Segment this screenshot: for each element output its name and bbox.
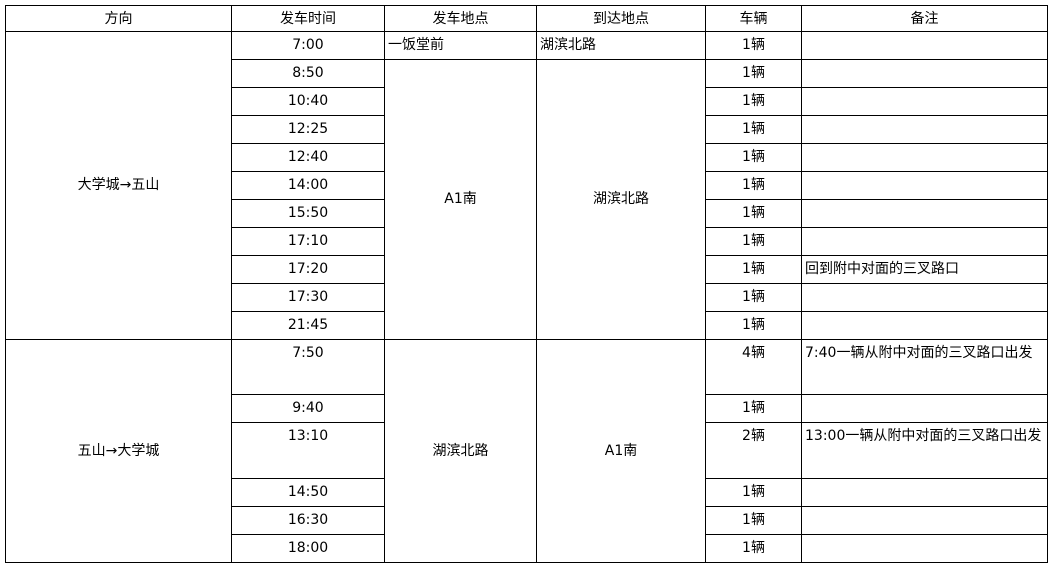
note-cell <box>801 227 1048 256</box>
vehicles-cell: 1辆 <box>705 87 802 116</box>
vehicles-cell: 1辆 <box>705 283 802 312</box>
departure-place-cell: 湖滨北路 <box>384 339 537 563</box>
table-row: 17:30 1辆 <box>6 283 1048 312</box>
departure-time-cell: 13:10 <box>231 422 385 479</box>
column-header: 发车时间 <box>231 5 385 32</box>
vehicles-cell: 1辆 <box>705 143 802 172</box>
vehicles-cell: 4辆 <box>705 339 802 395</box>
note-cell <box>801 115 1048 144</box>
vehicles-cell: 1辆 <box>705 171 802 200</box>
column-header: 发车地点 <box>384 5 537 32</box>
note-cell <box>801 87 1048 116</box>
vehicles-cell: 1辆 <box>705 506 802 535</box>
note-cell <box>801 59 1048 88</box>
vehicles-cell: 1辆 <box>705 255 802 284</box>
departure-time-cell: 14:50 <box>231 478 385 507</box>
column-header: 到达地点 <box>536 5 706 32</box>
departure-time-cell: 12:40 <box>231 143 385 172</box>
departure-time-cell: 7:50 <box>231 339 385 395</box>
departure-time-cell: 7:00 <box>231 31 385 60</box>
note-cell <box>801 143 1048 172</box>
departure-place-cell: 一饭堂前 <box>384 31 537 60</box>
table-row: 18:00 1辆 <box>6 534 1048 563</box>
note-cell <box>801 283 1048 312</box>
vehicles-cell: 1辆 <box>705 534 802 563</box>
departure-time-cell: 12:25 <box>231 115 385 144</box>
arrival-place-cell: 湖滨北路 <box>536 31 706 60</box>
departure-time-cell: 18:00 <box>231 534 385 563</box>
vehicles-cell: 1辆 <box>705 478 802 507</box>
departure-time-cell: 21:45 <box>231 311 385 340</box>
note-cell <box>801 394 1048 423</box>
departure-time-cell: 16:30 <box>231 506 385 535</box>
table-row: 15:50 1辆 <box>6 199 1048 228</box>
column-header: 车辆 <box>705 5 802 32</box>
departure-time-cell: 17:30 <box>231 283 385 312</box>
note-cell: 7:40一辆从附中对面的三叉路口出发 <box>801 339 1048 395</box>
vehicles-cell: 1辆 <box>705 311 802 340</box>
departure-time-cell: 17:10 <box>231 227 385 256</box>
column-header: 方向 <box>5 5 232 32</box>
table-row: 14:50 1辆 <box>6 478 1048 507</box>
note-cell <box>801 311 1048 340</box>
vehicles-cell: 2辆 <box>705 422 802 479</box>
note-cell <box>801 506 1048 535</box>
note-cell <box>801 534 1048 563</box>
departure-time-cell: 8:50 <box>231 59 385 88</box>
table-row: 五山→大学城 7:50 湖滨北路 A1南 4辆 7:40一辆从附中对面的三叉路口出发 <box>5 339 1048 563</box>
vehicles-cell: 1辆 <box>705 115 802 144</box>
departure-place-cell: A1南 <box>384 59 537 340</box>
vehicles-cell: 1辆 <box>705 31 802 60</box>
vehicles-cell: 1辆 <box>705 199 802 228</box>
table-row: 17:10 1辆 <box>6 227 1048 256</box>
table-row: 12:40 1辆 <box>6 143 1048 172</box>
departure-time-cell: 15:50 <box>231 199 385 228</box>
table-row: 大学城→五山 7:00 一饭堂前 湖滨北路 1辆 <box>5 31 1048 340</box>
departure-time-cell: 17:20 <box>231 255 385 284</box>
table-row: 13:10 2辆 13:00一辆从附中对面的三叉路口出发 <box>6 422 1048 479</box>
departure-time-cell: 9:40 <box>231 394 385 423</box>
note-cell <box>801 171 1048 200</box>
direction-cell: 五山→大学城 <box>5 339 232 563</box>
arrival-place-cell: A1南 <box>536 339 706 563</box>
note-cell <box>801 478 1048 507</box>
vehicles-cell: 1辆 <box>705 394 802 423</box>
column-header: 备注 <box>801 5 1048 32</box>
note-cell <box>801 31 1048 60</box>
departure-time-cell: 14:00 <box>231 171 385 200</box>
vehicles-cell: 1辆 <box>705 227 802 256</box>
note-cell: 回到附中对面的三叉路口 <box>801 255 1048 284</box>
arrival-place-cell: 湖滨北路 <box>536 59 706 340</box>
header-row: 方向 发车时间 发车地点 到达地点 车辆 备注 <box>5 5 1048 32</box>
bus-schedule-table: 方向 发车时间 发车地点 到达地点 车辆 备注 大学城→五山 7:00 一饭堂前 湖滨北路 1辆 8:… <box>5 5 1048 563</box>
table-row: 12:25 1辆 <box>6 115 1048 144</box>
vehicles-cell: 1辆 <box>705 59 802 88</box>
note-cell: 13:00一辆从附中对面的三叉路口出发 <box>801 422 1048 479</box>
departure-time-cell: 10:40 <box>231 87 385 116</box>
direction-cell: 大学城→五山 <box>5 31 232 340</box>
note-cell <box>801 199 1048 228</box>
table-row: 17:20 1辆 回到附中对面的三叉路口 <box>6 255 1048 284</box>
